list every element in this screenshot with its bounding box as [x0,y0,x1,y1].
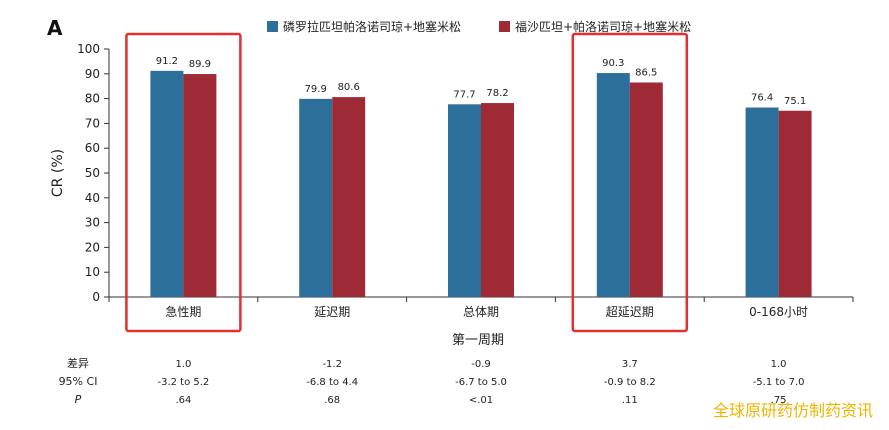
y-tick-label: 90 [85,67,100,81]
data-label: 89.9 [189,59,211,70]
data-label: 80.6 [338,82,360,93]
data-label: 86.5 [635,67,657,78]
bar-1 [299,98,333,298]
stats-row-label: 95% CI [59,375,98,388]
stats-row-label: 差异 [67,356,89,370]
legend-swatch [267,21,278,32]
legend-label: 福沙匹坦+帕洛诺司琼+地塞米松 [515,19,691,34]
category-label: 延迟期 [314,305,350,319]
bar-2 [183,74,217,297]
y-tick-label: 100 [77,42,100,56]
stats-value: -5.1 to 7.0 [753,377,805,388]
y-tick-label: 10 [85,265,100,279]
x-axis-label: 第一周期 [452,333,504,348]
stats-value: -1.2 [322,359,342,370]
bar-2 [629,82,663,297]
stats-value: -0.9 to 8.2 [604,377,656,388]
stats-value: -0.9 [471,359,491,370]
y-tick-label: 40 [85,191,100,205]
category-label: 总体期 [463,305,499,319]
bar-1 [448,104,481,297]
stats-row-label: P [75,393,82,406]
data-label: 90.3 [602,58,624,69]
y-tick-label: 30 [85,216,100,230]
data-label: 77.7 [453,89,475,100]
panel-letter: A [47,16,63,40]
stats-value: .64 [175,395,191,406]
category-label: 超延迟期 [606,304,654,319]
bar-1 [150,70,184,297]
stats-value: .11 [622,395,638,406]
bar-1 [596,73,630,297]
stats-value: .68 [324,395,340,406]
watermark-text: 全球原研药仿制药资讯 [713,401,873,420]
bar-2 [332,97,366,297]
legend-swatch [499,21,510,32]
bar-2 [481,103,514,298]
stats-value: -6.8 to 4.4 [306,377,358,388]
stats-value: 3.7 [622,359,638,370]
stats-value: <.01 [469,395,493,406]
data-label: 76.4 [751,93,773,104]
bar-1 [745,107,779,297]
data-label: 91.2 [156,56,178,67]
stats-value: -3.2 to 5.2 [157,377,209,388]
y-tick-label: 80 [85,92,100,106]
y-tick-label: 0 [92,290,100,304]
stats-value: 1.0 [771,359,787,370]
y-tick-label: 70 [85,116,100,130]
bar-2 [778,110,812,297]
data-label: 75.1 [784,96,806,107]
stats-value: -6.7 to 5.0 [455,377,507,388]
data-label: 78.2 [486,88,508,99]
legend-label: 磷罗拉匹坦帕洛诺司琼+地塞米松 [283,19,461,34]
highlight-box [125,32,242,333]
stats-value: 1.0 [175,359,191,370]
data-label: 79.9 [305,84,327,95]
stats-value: .75 [771,395,787,406]
y-tick-label: 20 [85,240,100,254]
category-label: 急性期 [165,304,201,319]
y-tick-label: 60 [85,141,100,155]
y-axis-label: CR (%) [50,149,66,197]
highlight-box [571,32,689,333]
category-label: 0-168小时 [749,305,808,319]
y-tick-label: 50 [85,166,100,180]
